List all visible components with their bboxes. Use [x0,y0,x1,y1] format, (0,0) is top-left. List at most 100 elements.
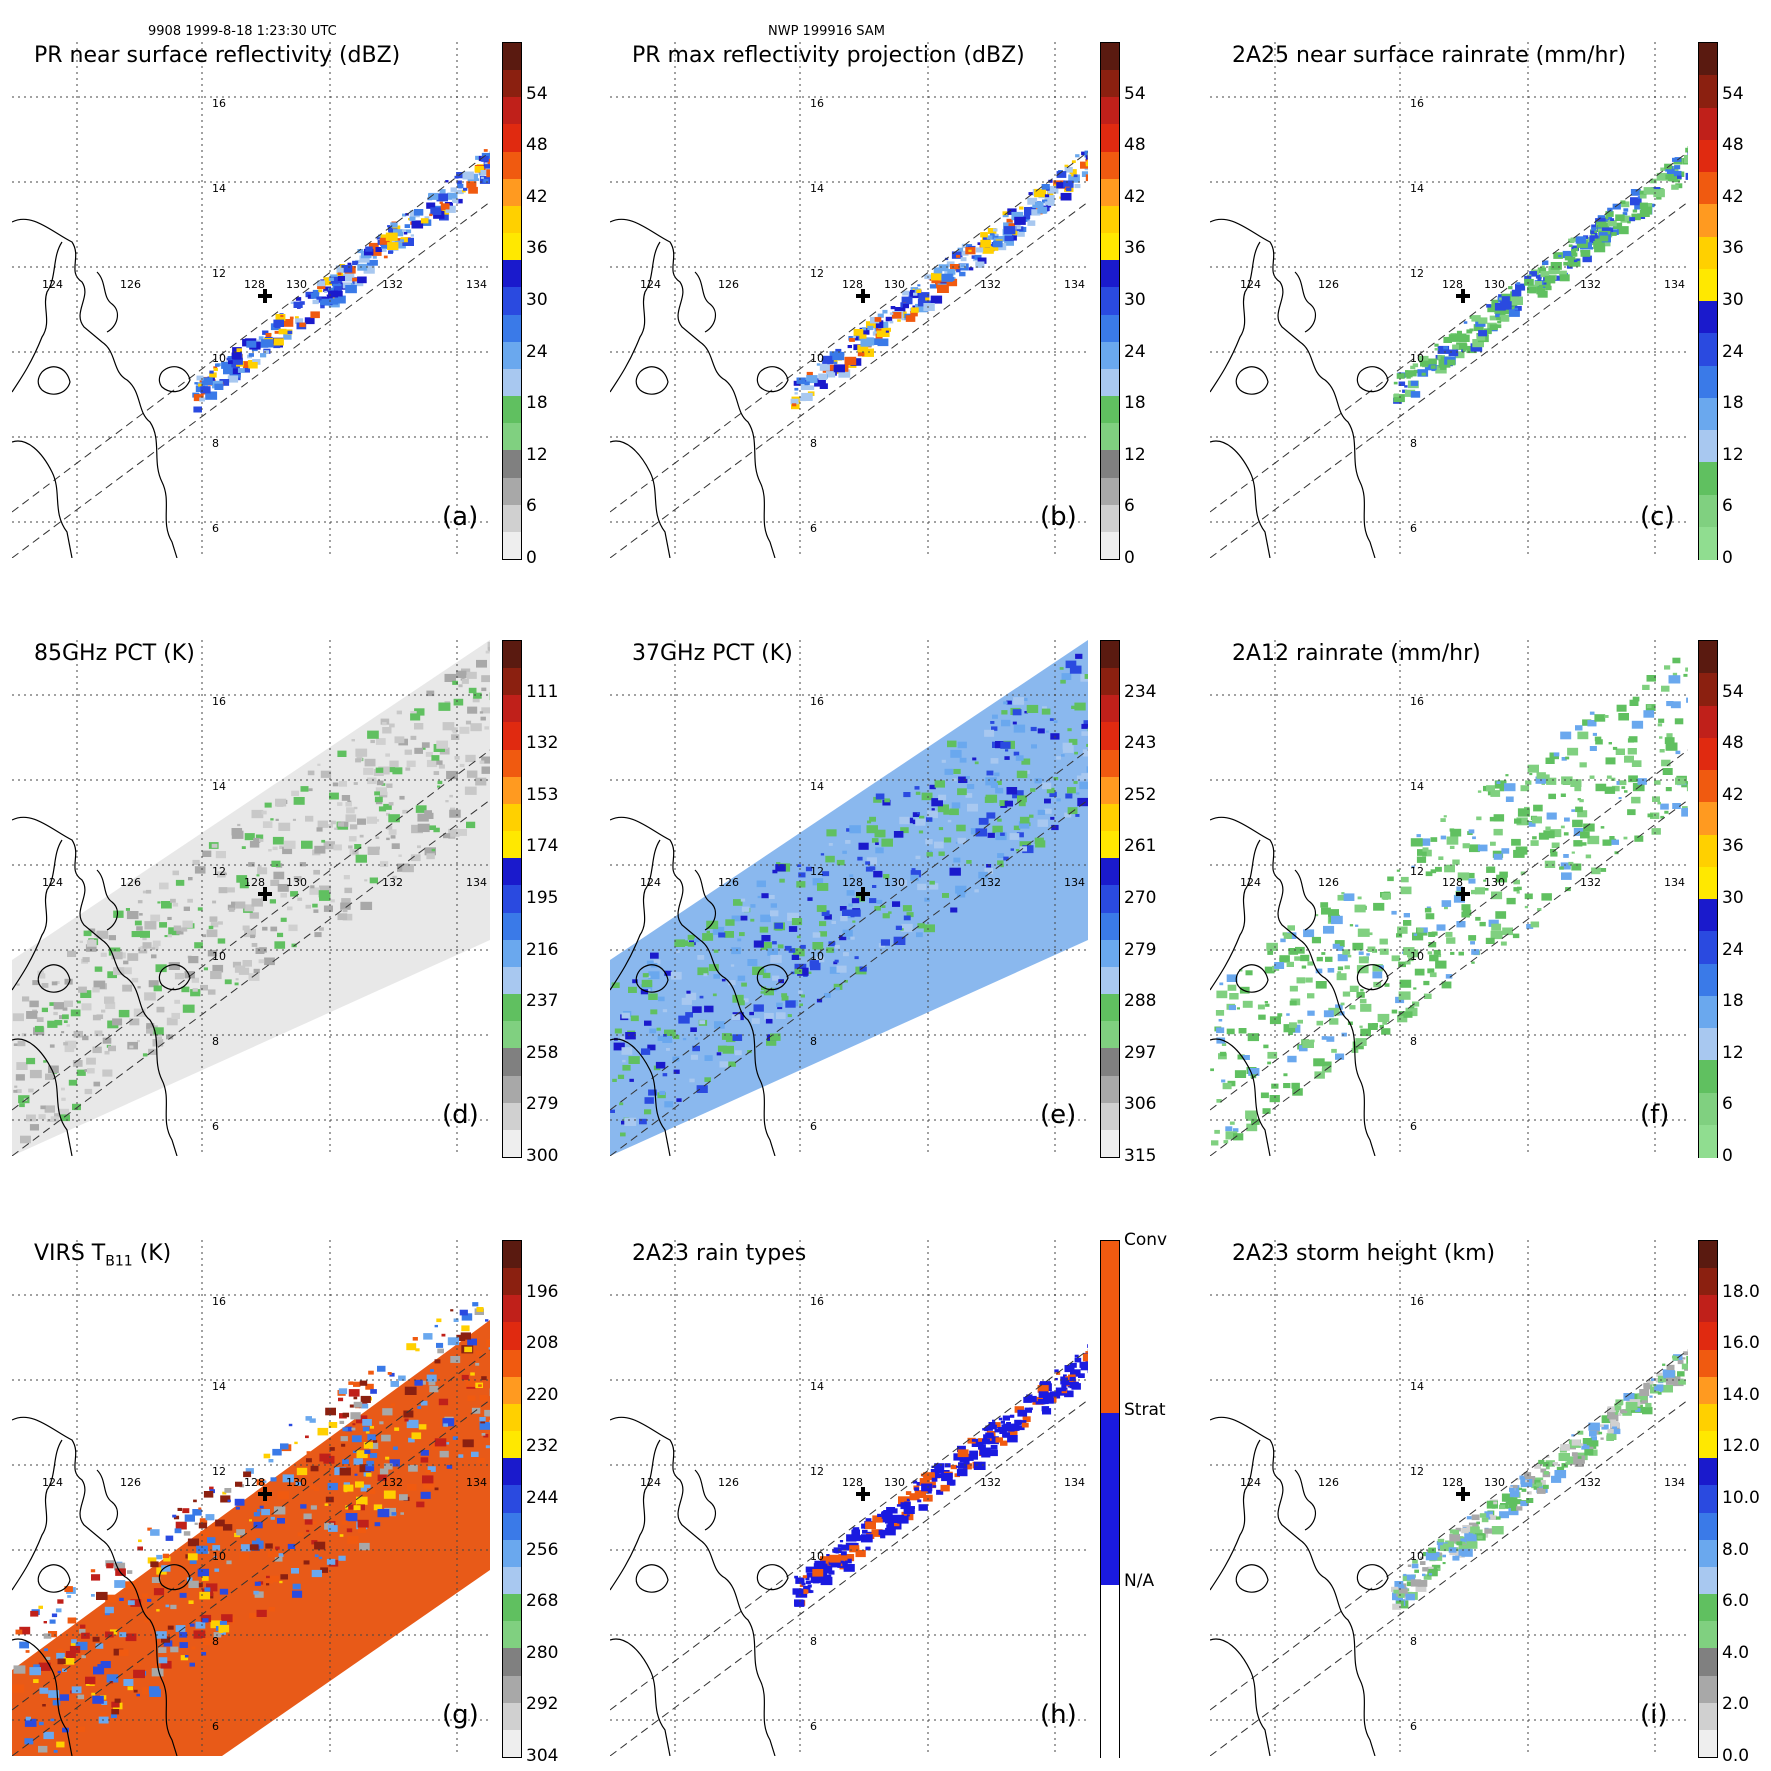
colorbar-segment [1699,236,1717,270]
data-cell [1302,1039,1314,1048]
data-cell [415,1348,420,1352]
data-cell [184,1655,189,1658]
data-cell [320,298,330,306]
data-cell [380,861,389,867]
data-cell [47,1020,58,1028]
data-cell [417,845,421,849]
data-cell [1591,867,1601,875]
data-cell [307,770,315,776]
data-cell [1607,207,1613,212]
data-cell [350,824,358,830]
data-cell [1587,720,1597,727]
data-cell [1398,381,1406,386]
data-cell [874,829,886,838]
data-cell [1084,674,1092,679]
data-cell [880,939,890,946]
data-cell [431,1443,440,1450]
data-cell [1526,924,1534,929]
data-cell [323,905,333,912]
data-cell [990,758,999,764]
data-cell [1286,1013,1290,1016]
data-cell [272,836,284,845]
data-cell [96,1591,108,1600]
data-cell [1497,320,1502,324]
data-cell [14,1085,18,1088]
data-cell [1512,1484,1518,1489]
colorbar-segment [1101,885,1119,914]
data-cell [433,827,440,833]
colorbar-segment [503,803,521,832]
data-cell [332,281,339,286]
data-cell [984,1428,989,1432]
lon-label: 126 [718,876,739,889]
panel-title-e: 37GHz PCT (K) [632,641,793,666]
data-cell [318,289,323,293]
lon-label: 124 [1240,876,1261,889]
lat-label: 12 [212,1465,226,1478]
data-cell [445,800,449,803]
data-cell [690,1027,697,1032]
colorbar-tick-label: 16.0 [1722,1333,1760,1354]
data-cell [430,1369,434,1372]
data-cell [996,236,1005,242]
data-cell [481,675,491,683]
data-cell [292,818,296,821]
data-cell [1674,165,1681,170]
data-cell [1532,816,1542,824]
data-cell [232,357,243,365]
swath-edge [11,799,491,1157]
colorbar-tick-label: Strat [1124,1400,1166,1421]
data-cell [341,264,353,273]
data-cell [1037,1385,1049,1393]
data-cell [359,255,370,263]
data-cell [835,348,842,354]
coastline [609,1638,671,1757]
data-cell [1665,1377,1677,1385]
data-cell [1352,942,1364,951]
data-cell [992,825,1003,833]
data-cell [1211,1140,1219,1146]
data-cell [805,1580,811,1585]
data-cell [1412,363,1419,368]
data-cell [258,336,264,340]
data-cell [45,1073,54,1080]
data-cell [622,1064,631,1071]
data-cell [291,790,299,797]
lon-label: 128 [244,278,265,291]
data-cell [994,233,998,236]
lon-label: 134 [1064,876,1085,889]
data-cell [248,353,254,357]
data-cell [223,1524,233,1531]
data-cell [862,1529,868,1534]
data-cell [958,776,968,783]
data-cell [1342,949,1351,955]
data-cell [127,1600,135,1606]
data-cell [412,1337,418,1341]
data-cell [357,1519,369,1528]
lat-label: 12 [1410,267,1424,280]
data-cell [411,1432,422,1440]
data-cell [383,1490,396,1499]
data-cell [704,1077,711,1082]
data-cell [1307,1010,1315,1016]
data-cell [1456,1541,1463,1546]
data-cell [931,278,939,284]
colorbar-segment [1699,1485,1717,1514]
data-cell [208,925,214,930]
data-cell [911,868,916,871]
data-cell [458,1454,464,1458]
data-cell [370,1425,374,1429]
colorbar-tick-label: 12 [1124,444,1146,465]
data-cell [386,812,390,816]
data-cell [808,971,812,974]
data-cell [1664,665,1671,670]
data-cell [414,723,424,730]
data-cell [1435,866,1442,872]
data-cell [1277,1013,1283,1017]
data-cell [236,1529,245,1536]
data-cell [446,1464,453,1469]
data-cell [270,879,280,886]
data-cell [1434,348,1439,351]
data-cell [1543,1471,1549,1475]
data-cell [990,234,999,240]
